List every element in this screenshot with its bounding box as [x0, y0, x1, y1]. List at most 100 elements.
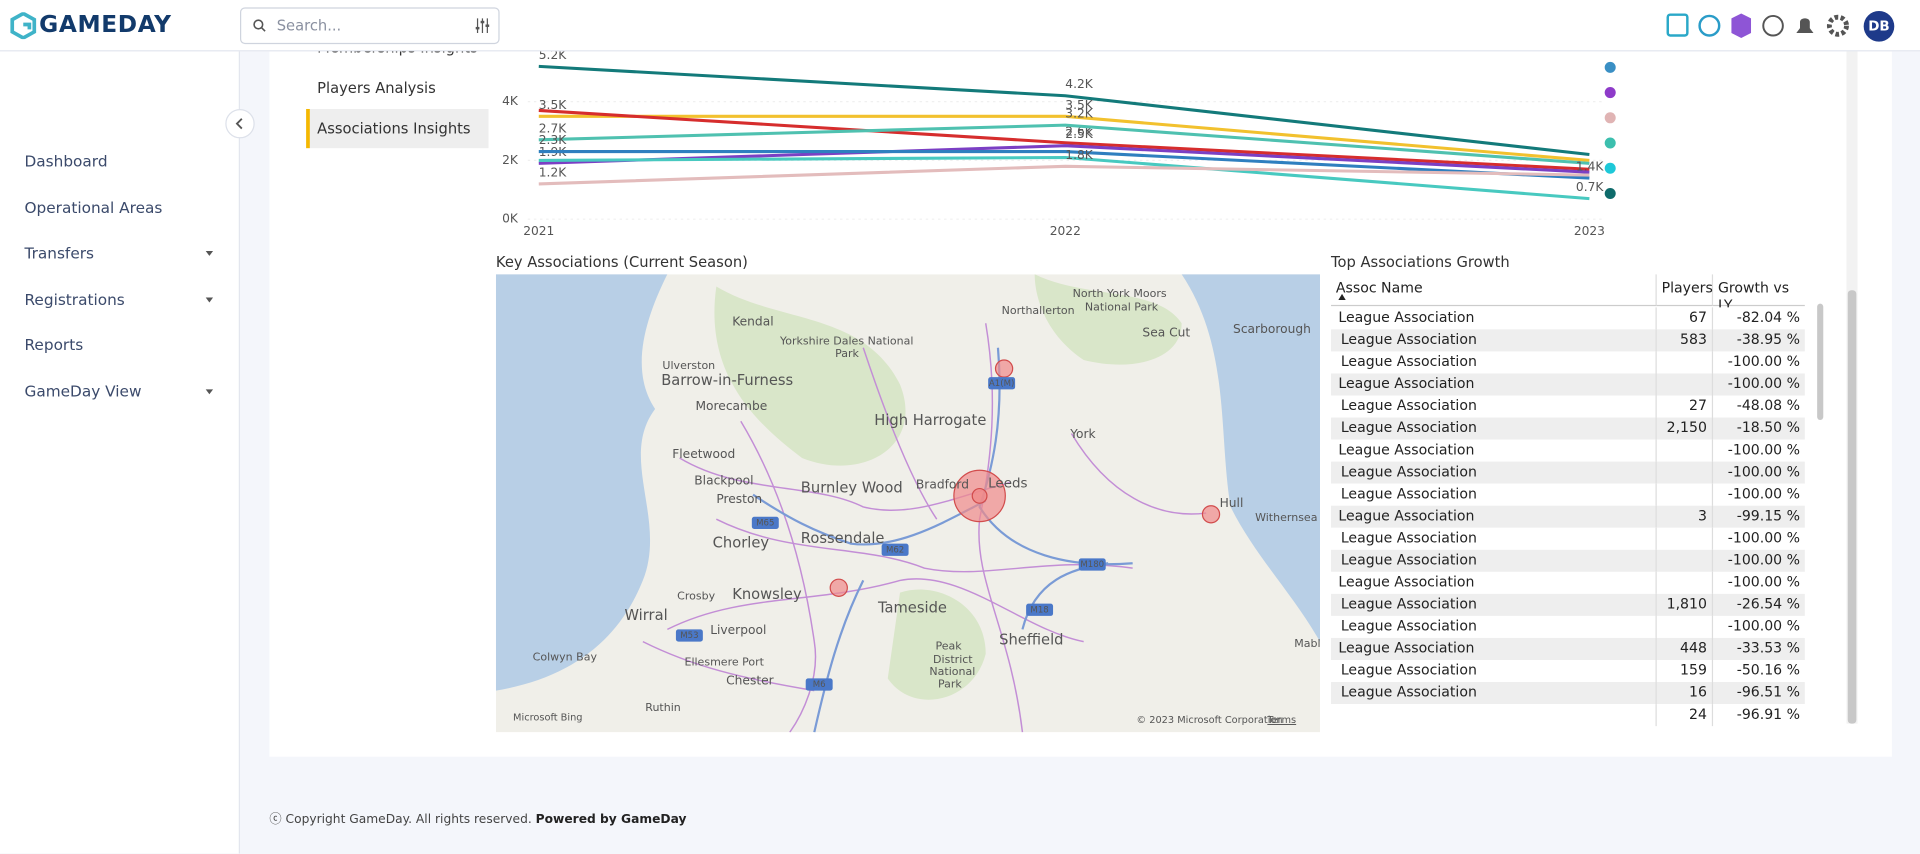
settings-icon[interactable] [1826, 14, 1849, 37]
legend-dot [1604, 61, 1616, 73]
search-icon [253, 19, 266, 32]
table-row[interactable]: League Association -100.00 % [1331, 571, 1805, 594]
table-cell: 1,810 [1666, 595, 1707, 613]
table-cell: -99.15 % [1736, 506, 1801, 525]
legend-dot [1604, 187, 1616, 199]
map-label: Withernsea [1255, 511, 1317, 524]
column-header[interactable]: Assoc Name [1331, 274, 1657, 307]
table-row[interactable]: League Association -100.00 % [1331, 373, 1805, 396]
table-row[interactable]: League Association 27 -48.08 % [1331, 395, 1805, 418]
page-scrollbar[interactable] [1846, 50, 1858, 724]
map-label: Ulverston [662, 359, 715, 372]
collapse-button[interactable] [225, 108, 255, 139]
map-label: Blackpool [694, 474, 753, 488]
table-cell: League Association [1338, 374, 1475, 392]
table-cell: 2,150 [1666, 418, 1707, 436]
help-icon[interactable] [1762, 14, 1784, 37]
notification-icon[interactable] [1796, 18, 1814, 34]
data-label: 2.5K [1065, 127, 1093, 141]
scroll-thumb[interactable] [1817, 303, 1824, 421]
avatar[interactable]: DB [1863, 11, 1895, 42]
table-cell: -100.00 % [1727, 484, 1801, 503]
table-cell: -33.53 % [1736, 639, 1801, 657]
map-label: Scarborough [1233, 322, 1311, 336]
bubble[interactable] [994, 359, 1014, 378]
table-row[interactable]: League Association 448 -33.53 % [1331, 637, 1805, 661]
sort-indicator [1338, 293, 1346, 301]
road-shield [751, 516, 779, 529]
map-label: High Harrogate [874, 412, 986, 429]
search-box[interactable]: Search... [240, 7, 500, 45]
column-header[interactable]: Growth vs LY [1713, 274, 1805, 313]
subnav-item[interactable]: Players Analysis [317, 79, 436, 97]
app-icon[interactable] [1666, 13, 1689, 37]
table-cell: -100.00 % [1727, 462, 1801, 481]
map-label: Rossendale [801, 530, 885, 547]
nav-item[interactable]: Operational Areas [24, 197, 163, 217]
map-label: Crosby [677, 589, 715, 602]
map-label: Chester [726, 673, 775, 687]
table-row[interactable]: League Association -100.00 % [1331, 351, 1805, 374]
table-row[interactable]: League Association -100.00 % [1331, 527, 1805, 550]
bubble[interactable] [971, 487, 988, 504]
column-header[interactable]: Players [1656, 274, 1714, 307]
table-row[interactable]: League Association -100.00 % [1331, 615, 1805, 638]
map-terms[interactable]: Terms [1266, 715, 1296, 726]
table-row[interactable]: League Association 2,150 -18.50 % [1331, 417, 1805, 440]
table-cell: 583 [1680, 330, 1707, 348]
table-cell: -100.00 % [1727, 528, 1801, 547]
column-divider [1711, 593, 1714, 616]
table-row[interactable]: League Association -100.00 % [1331, 483, 1805, 506]
nav-item[interactable]: GameDay View [24, 381, 142, 400]
app-icon[interactable] [1698, 14, 1721, 37]
column-header-text: Assoc Name [1335, 279, 1423, 297]
table-row[interactable]: League Association 67 -82.04 % [1331, 307, 1805, 330]
growth-table: Assoc Name Players Growth vs LY League Asso… [1331, 274, 1805, 732]
map-label: Peak [936, 640, 963, 653]
y-tick-label: 0K [502, 212, 519, 226]
filter-icon[interactable] [474, 17, 491, 34]
app-icon[interactable] [1731, 13, 1752, 38]
data-label: 2.7K [539, 121, 567, 135]
table-row[interactable]: League Association 583 -38.95 % [1331, 329, 1805, 352]
column-divider [1655, 571, 1657, 594]
road-shield [881, 543, 909, 556]
table-cell: League Association [1338, 506, 1475, 525]
table-row[interactable]: League Association 1,810 -26.54 % [1331, 593, 1805, 616]
map-label: Yorkshire Dales National [779, 335, 913, 348]
table-row[interactable]: League Association -100.00 % [1331, 549, 1805, 572]
table-row[interactable]: League Association -100.00 % [1331, 439, 1805, 462]
bubble[interactable] [829, 578, 848, 597]
table-row[interactable]: League Association 3 -99.15 % [1331, 505, 1805, 528]
column-divider [1655, 439, 1657, 462]
map-label: Sea Cut [1142, 326, 1190, 340]
map-label: York [1069, 427, 1096, 441]
nav-item[interactable]: Reports [24, 335, 84, 354]
map-label: Leeds [988, 477, 1027, 492]
data-label: 1.4K [1576, 160, 1604, 174]
column-divider [1711, 439, 1714, 462]
table-row[interactable]: League Association 16 -96.51 % [1331, 682, 1805, 705]
bubble[interactable] [1201, 505, 1221, 524]
nav-item[interactable]: Dashboard [24, 151, 108, 171]
data-label: 3.5K [539, 98, 567, 112]
table-row[interactable]: League Association -100.00 % [1331, 461, 1805, 484]
table-cell: -96.91 % [1736, 705, 1801, 723]
table-cell: -100.00 % [1727, 573, 1801, 591]
table-row[interactable]: 24 -96.91 % [1331, 704, 1805, 727]
subnav-item[interactable]: Associations Insights [306, 108, 489, 149]
table-row[interactable]: League Association 159 -50.16 % [1331, 660, 1805, 683]
column-divider [1711, 704, 1714, 727]
brand[interactable]: GAMEDAY [39, 11, 172, 38]
map-label: Fleetwood [672, 447, 735, 461]
table-scrollbar[interactable] [1809, 274, 1832, 733]
powered-by[interactable]: Powered by GameDay [535, 813, 687, 827]
scroll-thumb[interactable] [1847, 290, 1857, 724]
nav-item[interactable]: Registrations [24, 289, 125, 308]
column-divider [1655, 682, 1657, 705]
nav-item[interactable]: Transfers [24, 243, 95, 263]
table-cell: -100.00 % [1727, 551, 1801, 569]
table-cell: League Association [1340, 683, 1477, 701]
